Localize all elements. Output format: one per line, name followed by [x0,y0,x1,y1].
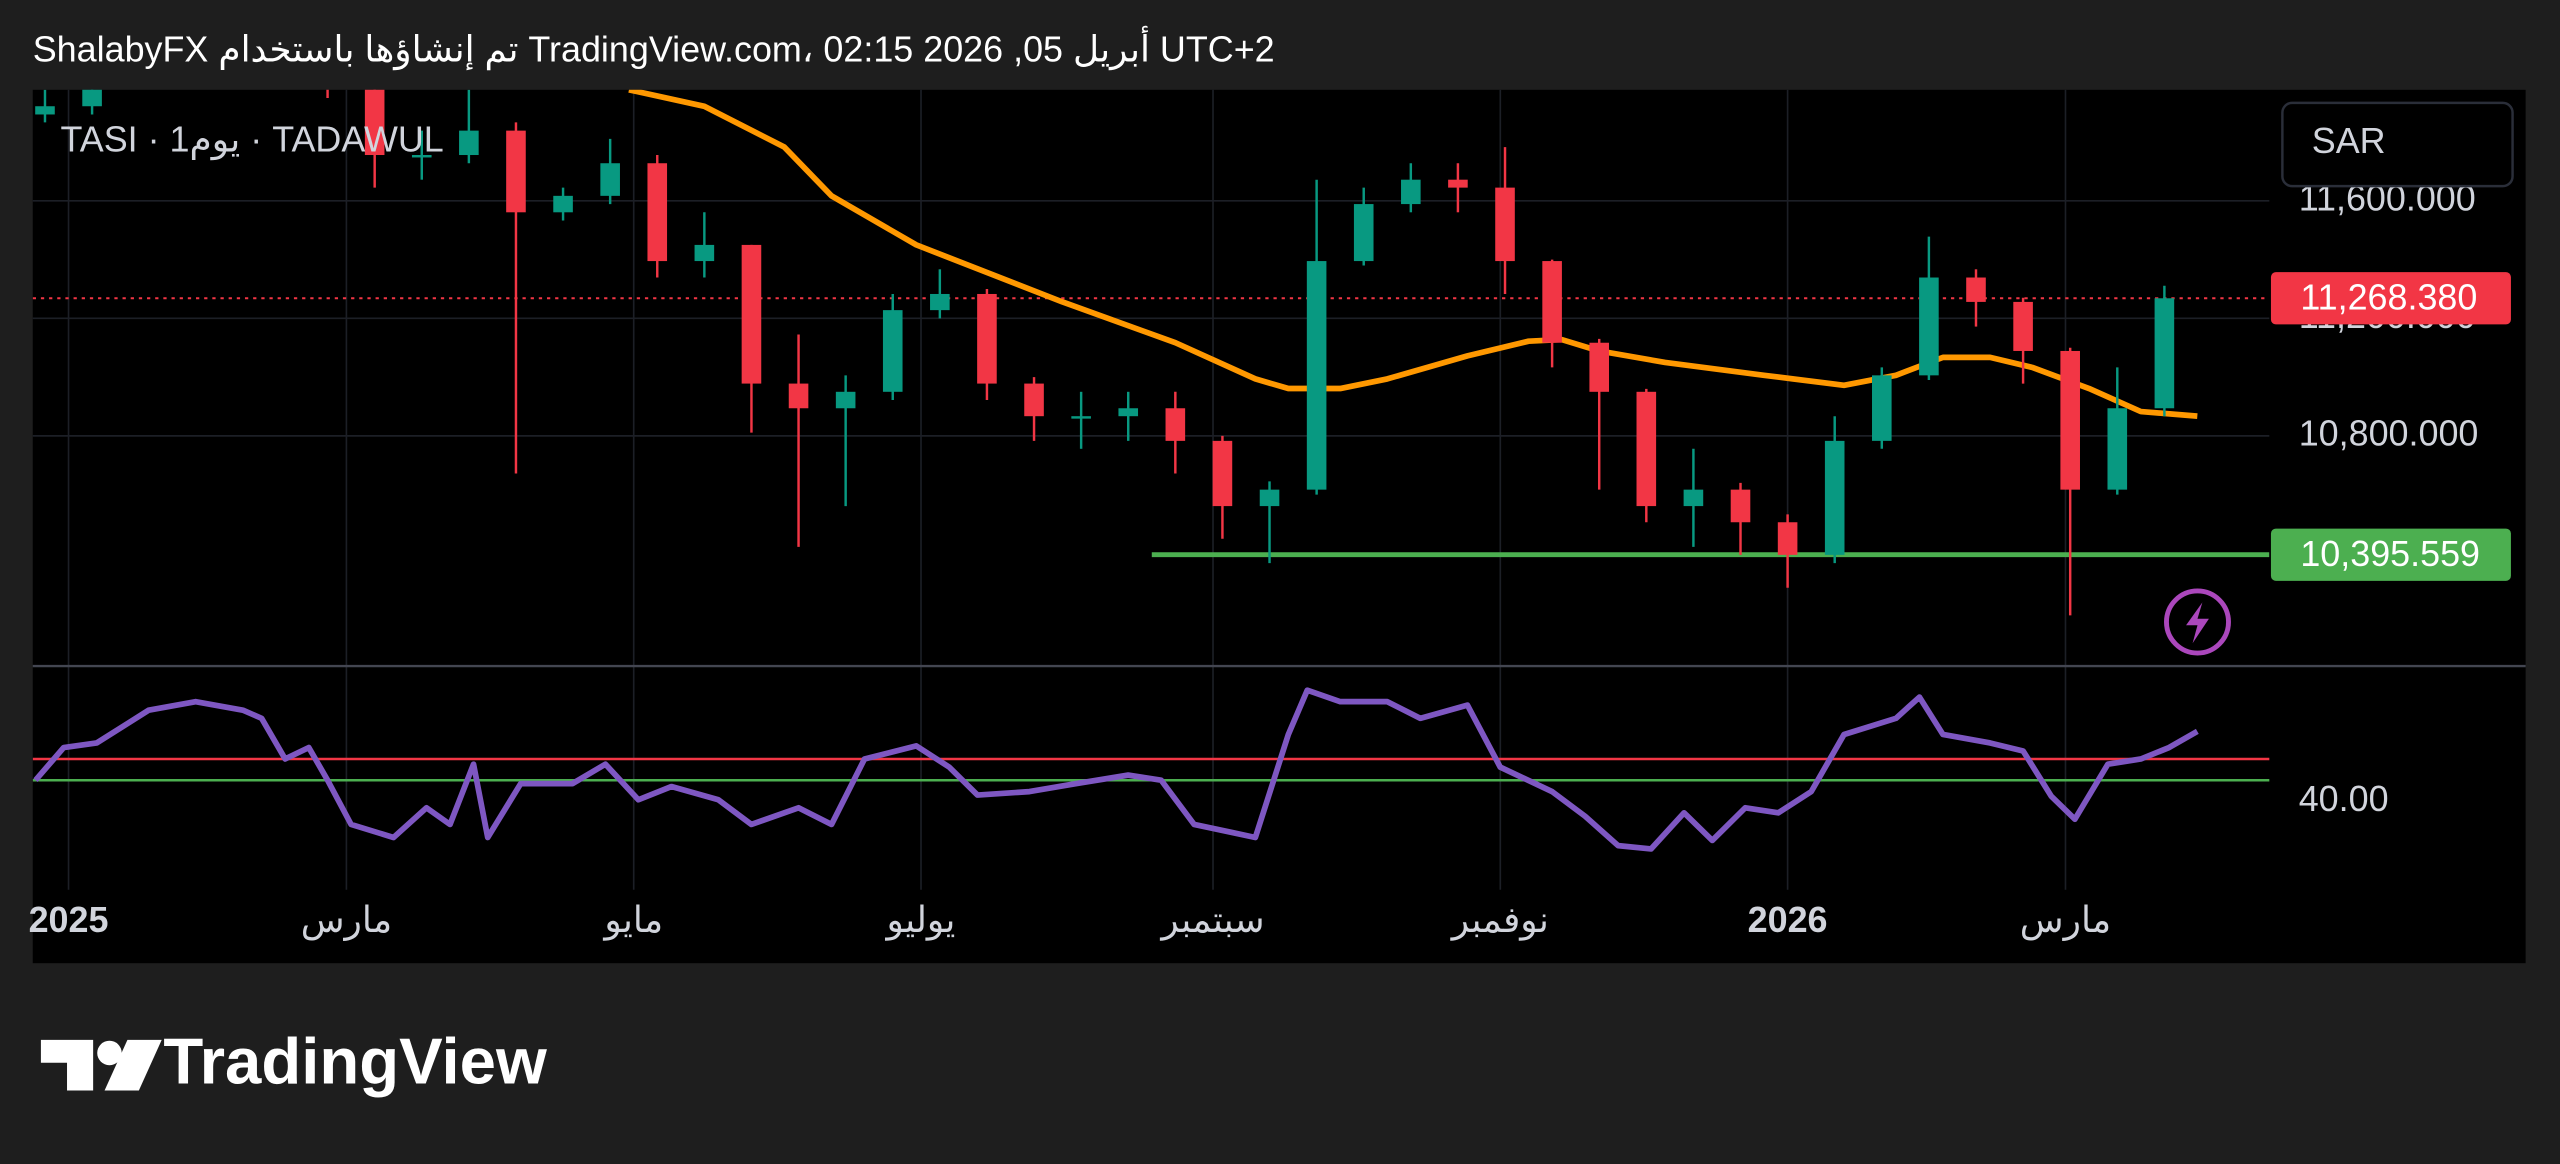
x-tick-label: 2026 [1748,899,1828,940]
x-tick-label: 2025 [29,899,109,940]
candle-body [2107,408,2128,490]
candle-body [600,163,620,196]
candle-body [1542,261,1562,343]
candle-body [1777,522,1798,555]
candle-body [647,163,668,262]
candle-body [1730,489,1751,523]
candle-body [1306,261,1327,490]
candle-body [506,130,526,213]
candle-body [1071,416,1091,419]
price-pane [32,89,2270,616]
candle-body [1024,383,1044,417]
candle-body [411,155,432,158]
candle-body [1401,179,1421,205]
x-tick-label: نوفمبر [1450,899,1549,941]
candle-body [1919,277,1939,376]
candle-body [1589,342,1610,392]
candle-body [1966,277,1986,302]
price-labels: 11,268.380 10,395.559 [2270,272,2511,581]
candle-body [1353,204,1374,262]
candle-body [1495,187,1515,262]
candle-body [553,195,573,213]
x-tick-label: سبتمبر [1159,899,1264,941]
alert-bolt [2186,602,2209,644]
candle-body [82,89,102,107]
candle-body [1683,489,1704,507]
candle-body [694,244,715,262]
indicator-line [33,687,2199,852]
price-label: 11,268.380 [2300,276,2477,317]
candle-body [741,244,762,384]
candle-body [788,383,809,409]
logo-dot [97,1040,122,1066]
candle-body [2154,298,2175,409]
logo-text: TradingView [163,1024,547,1097]
candle-body [1212,440,1233,507]
candle-body [1448,179,1468,188]
price-label-box [2270,528,2511,581]
candle-body [1259,489,1280,507]
candle-body [1118,408,1139,417]
candle-body [1824,440,1845,555]
candle-body [882,310,903,392]
alert-icon[interactable] [2164,588,2231,656]
x-tick-label: يوليو [885,899,956,941]
candle-body [1872,375,1892,441]
price-label: 10,395.559 [2300,533,2480,574]
candle-body [2013,301,2033,351]
symbol-label: TASI · 1يوم · TADAWUL [60,119,443,161]
logo-slash [104,1039,162,1091]
logo: TradingView [40,1024,547,1097]
x-tick-label: مارس [2020,899,2111,941]
candle-body [835,391,856,409]
x-tick-label: مارس [301,899,392,941]
candle-body [1165,408,1186,441]
candle-body [459,130,479,156]
x-tick-label: مايو [602,899,663,941]
chart-panel [32,89,2526,964]
candle-body [930,293,950,311]
currency-label: SAR [2312,120,2386,161]
alert-circle [2164,588,2231,656]
y-tick-label: 10,800.000 [2299,412,2479,453]
price-label-box [2270,272,2511,325]
moving-average [628,89,2198,419]
grid [32,89,2270,890]
indicator-pane [32,687,2270,852]
candle-body [977,293,997,384]
candle-body [35,106,55,115]
logo-mark [40,1039,94,1091]
y-tick-label: 40.00 [2299,778,2389,819]
header-text: ShalabyFX تم إنشاؤها باستخدام TradingVie… [33,26,1275,71]
axes: 2025 مارس مايو يوليو سبتمبر نوفمبر 2026 مارس 10,… [29,177,2479,941]
currency-box[interactable] [2281,101,2514,188]
candle-body [364,89,385,156]
candle-body [2060,350,2080,490]
candle-body [1636,391,1657,507]
